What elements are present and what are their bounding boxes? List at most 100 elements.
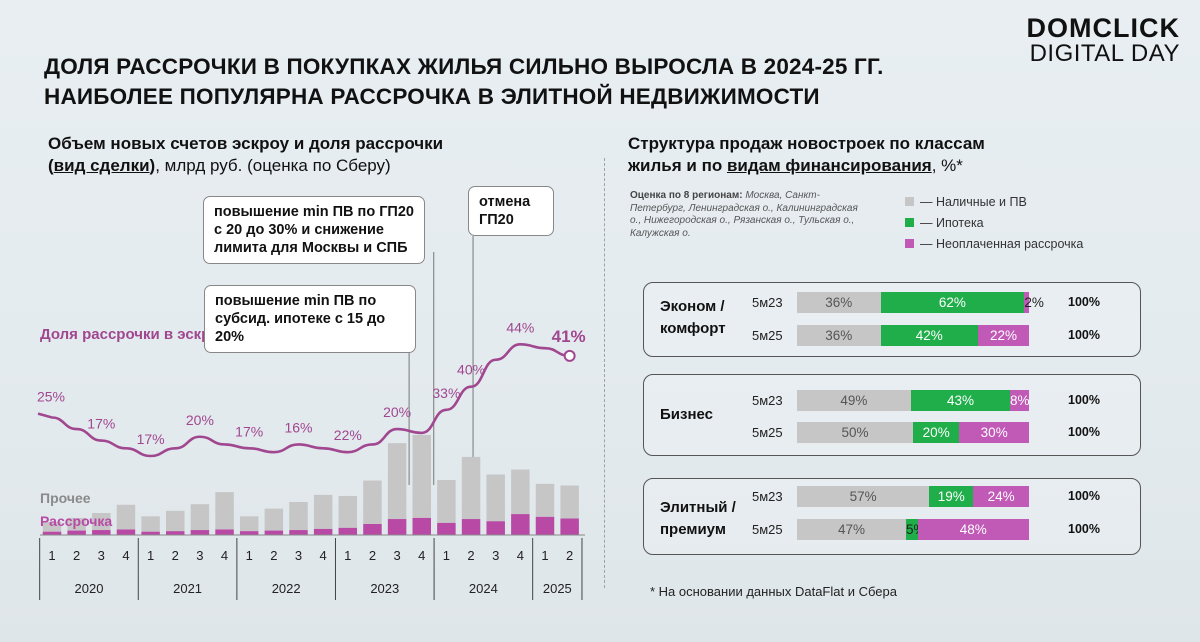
- bar-other-2: [67, 517, 86, 531]
- share-value-label: 22%: [334, 427, 362, 443]
- segment-cash: 47%: [797, 519, 907, 540]
- quarter-label: 1: [344, 548, 351, 563]
- left-subtitle-line1: Объем новых счетов эскроу и доля рассроч…: [48, 134, 444, 153]
- quarter-label: 2: [369, 548, 376, 563]
- row-total: 100%: [1068, 425, 1100, 439]
- share-value-label: 17%: [235, 423, 263, 439]
- period-label: 5м25: [752, 328, 783, 343]
- title-line-1: ДОЛЯ РАССРОЧКИ В ПОКУПКАХ ЖИЛЬЯ СИЛЬНО В…: [44, 54, 884, 79]
- class-name: Элитный / премиум: [660, 499, 736, 538]
- period-label: 5м23: [752, 489, 783, 504]
- bar-installment-4: [116, 529, 136, 535]
- year-label: 2024: [469, 581, 498, 596]
- footnote: * На основании данных DataFlat и Сбера: [650, 584, 897, 599]
- bar-other-20: [511, 469, 530, 515]
- share-label: Доля рассрочки в эскроу, %: [40, 326, 249, 343]
- segment-installment: 24%: [973, 486, 1029, 507]
- segment-mortgage: 43%: [910, 390, 1011, 411]
- bar-other-13: [338, 495, 358, 528]
- bar-installment-6: [166, 531, 185, 535]
- bar-installment-18: [461, 519, 481, 535]
- logo-line-2: DIGITAL DAY: [1029, 40, 1180, 67]
- deal-type-link: вид сделки: [53, 156, 150, 175]
- segment-mortgage: 19%: [929, 486, 974, 507]
- quarter-label: 3: [393, 548, 400, 563]
- quarter-label: 2: [467, 548, 474, 563]
- logo: DOMCLICK DIGITAL DAY: [1027, 14, 1180, 66]
- bar-installment-10: [264, 530, 284, 535]
- stacked-bar: 36% 42% 22%: [797, 325, 1029, 346]
- year-label: 2025: [543, 581, 572, 596]
- callout-gp20-raise: повышение min ПВ по ГП20 с 20 до 30% и с…: [203, 196, 425, 264]
- bar-installment-16: [412, 517, 431, 535]
- financing-legend: — Наличные и ПВ — Ипотека — Неоплаченная…: [905, 192, 1083, 255]
- stacked-bar: 47% 5% 48%: [797, 519, 1029, 540]
- bar-installment-5: [141, 531, 160, 535]
- segment-mortgage: 62%: [880, 292, 1025, 313]
- quarter-label: 1: [246, 548, 253, 563]
- share-value-label: 41%: [552, 327, 586, 346]
- row-total: 100%: [1068, 489, 1100, 503]
- bar-other-18: [461, 456, 481, 520]
- segment-cash: 36%: [797, 292, 881, 313]
- bar-other-4: [116, 504, 136, 530]
- bar-other-6: [166, 510, 185, 532]
- section-divider: [604, 158, 605, 588]
- segment-cash: 49%: [797, 390, 911, 411]
- bar-other-21: [535, 483, 555, 517]
- quarter-label: 4: [517, 548, 524, 563]
- quarter-label: 4: [122, 548, 129, 563]
- escrow-chart: 25% 17% 17% 20% 17% 16% 22% 20% 33% 40% 44% 41% 1 2 3…: [37, 236, 586, 600]
- bar-other-17: [437, 480, 456, 523]
- bar-other-16: [412, 434, 431, 518]
- class-name: Эконом / комфорт: [660, 298, 726, 337]
- share-line-end-marker: [563, 349, 576, 362]
- bar-other-22: [560, 485, 579, 519]
- quarter-label: 3: [492, 548, 499, 563]
- legend-installment-right: — Неоплаченная рассрочка: [905, 234, 1083, 253]
- stacked-bar: 50% 20% 30%: [797, 422, 1029, 443]
- quarter-label: 4: [418, 548, 425, 563]
- logo-line-1: DOMCLICK: [1026, 13, 1180, 43]
- class-panel-2: [643, 374, 1141, 456]
- period-label: 5м25: [752, 425, 783, 440]
- legend-installment-swatch: [905, 239, 914, 248]
- stacked-bar: 36% 62% 2%: [797, 292, 1044, 313]
- quarter-label: 2: [172, 548, 179, 563]
- share-value-label: 17%: [137, 431, 165, 447]
- segment-cash: 36%: [797, 325, 881, 346]
- share-value-label: 40%: [457, 362, 485, 378]
- quarter-label: 1: [147, 548, 154, 563]
- bar-installment-1: [42, 531, 62, 535]
- bar-installment-8: [215, 529, 234, 535]
- quarter-label: 1: [48, 548, 55, 563]
- bar-installment-11: [289, 530, 308, 535]
- bar-other-7: [190, 504, 210, 531]
- bar-other-11: [289, 502, 308, 531]
- quarter-label: 4: [320, 548, 327, 563]
- bar-other-1: [42, 521, 62, 532]
- share-value-label: 20%: [186, 412, 214, 428]
- callout-subsidy-raise: повышение min ПВ по субсид. ипотеке с 15…: [204, 285, 416, 353]
- bar-other-5: [141, 516, 160, 532]
- legend-cash-swatch: [905, 197, 914, 206]
- quarter-label: 2: [566, 548, 573, 563]
- bar-installment-13: [338, 527, 358, 535]
- share-value-label: 25%: [37, 389, 65, 405]
- bar-installment-19: [486, 521, 505, 535]
- quarter-label: 3: [196, 548, 203, 563]
- financing-types-link: видам финансирования: [726, 156, 932, 175]
- left-subtitle-rest: , млрд руб. (оценка по Сберу): [155, 156, 391, 175]
- bar-installment-17: [437, 522, 456, 535]
- share-value-label: 33%: [432, 385, 460, 401]
- legend-installment: Рассрочка: [40, 513, 113, 529]
- bar-other-8: [215, 492, 234, 530]
- bar-installment-3: [92, 530, 111, 535]
- bar-installment-15: [387, 519, 407, 535]
- share-value-label: 17%: [87, 416, 115, 432]
- bar-installment-14: [363, 524, 382, 535]
- segment-installment: 8%: [1010, 390, 1029, 411]
- right-chart-subtitle: Структура продаж новостроек по классам ж…: [628, 133, 985, 177]
- left-chart-subtitle: Объем новых счетов эскроу и доля рассроч…: [48, 133, 443, 177]
- legend-mortgage-swatch: [905, 218, 914, 227]
